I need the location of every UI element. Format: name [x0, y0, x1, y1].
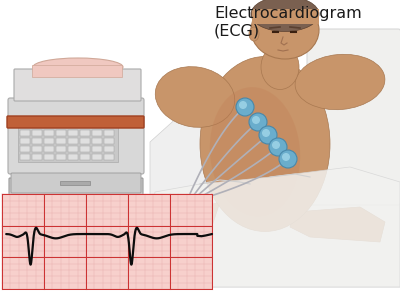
- Ellipse shape: [261, 44, 299, 90]
- FancyBboxPatch shape: [14, 69, 141, 101]
- Bar: [60, 181, 90, 185]
- Bar: [20, 146, 30, 152]
- Bar: [32, 154, 42, 160]
- Circle shape: [124, 272, 136, 284]
- Bar: [80, 138, 90, 144]
- Ellipse shape: [251, 0, 319, 32]
- Circle shape: [252, 116, 260, 124]
- Bar: [32, 146, 42, 152]
- Bar: [44, 138, 54, 144]
- Bar: [104, 130, 114, 136]
- Bar: [56, 138, 66, 144]
- Polygon shape: [290, 207, 385, 242]
- Bar: [252, 9, 319, 24]
- Bar: [92, 154, 102, 160]
- Ellipse shape: [295, 54, 385, 110]
- FancyBboxPatch shape: [11, 173, 141, 193]
- Ellipse shape: [33, 58, 123, 76]
- Bar: [32, 130, 42, 136]
- FancyBboxPatch shape: [307, 29, 400, 205]
- Ellipse shape: [210, 87, 300, 217]
- Bar: [20, 138, 30, 144]
- FancyBboxPatch shape: [9, 214, 143, 238]
- Ellipse shape: [251, 1, 319, 59]
- Circle shape: [19, 272, 31, 284]
- Bar: [56, 130, 66, 136]
- Bar: [18, 127, 118, 162]
- Bar: [32, 65, 122, 77]
- FancyBboxPatch shape: [8, 98, 144, 174]
- FancyBboxPatch shape: [9, 178, 143, 208]
- Polygon shape: [148, 202, 220, 237]
- Bar: [104, 146, 114, 152]
- Circle shape: [282, 153, 290, 161]
- Bar: [68, 154, 78, 160]
- FancyBboxPatch shape: [11, 195, 141, 215]
- Circle shape: [236, 98, 254, 116]
- Ellipse shape: [155, 67, 235, 127]
- Bar: [20, 130, 30, 136]
- Bar: [44, 154, 54, 160]
- Circle shape: [239, 101, 247, 109]
- Bar: [44, 146, 54, 152]
- Bar: [92, 138, 102, 144]
- FancyBboxPatch shape: [7, 116, 144, 128]
- Bar: [56, 146, 66, 152]
- Bar: [104, 154, 114, 160]
- Bar: [32, 138, 42, 144]
- Circle shape: [262, 129, 270, 137]
- Bar: [80, 130, 90, 136]
- Circle shape: [272, 141, 280, 149]
- Circle shape: [269, 138, 287, 156]
- Bar: [92, 146, 102, 152]
- Polygon shape: [148, 167, 400, 287]
- Bar: [80, 154, 90, 160]
- Polygon shape: [150, 82, 400, 287]
- Circle shape: [279, 150, 297, 168]
- Bar: [80, 146, 90, 152]
- Bar: [44, 130, 54, 136]
- Bar: [104, 138, 114, 144]
- Circle shape: [259, 126, 277, 144]
- Bar: [68, 130, 78, 136]
- Bar: [20, 154, 30, 160]
- Circle shape: [249, 113, 267, 131]
- Bar: [60, 203, 90, 207]
- Bar: [68, 146, 78, 152]
- Bar: [2, 194, 212, 289]
- Bar: [68, 138, 78, 144]
- Bar: [56, 154, 66, 160]
- Ellipse shape: [200, 56, 330, 232]
- Ellipse shape: [249, 27, 259, 41]
- Text: Electrocardiogram
(ECG): Electrocardiogram (ECG): [214, 6, 362, 39]
- Bar: [92, 130, 102, 136]
